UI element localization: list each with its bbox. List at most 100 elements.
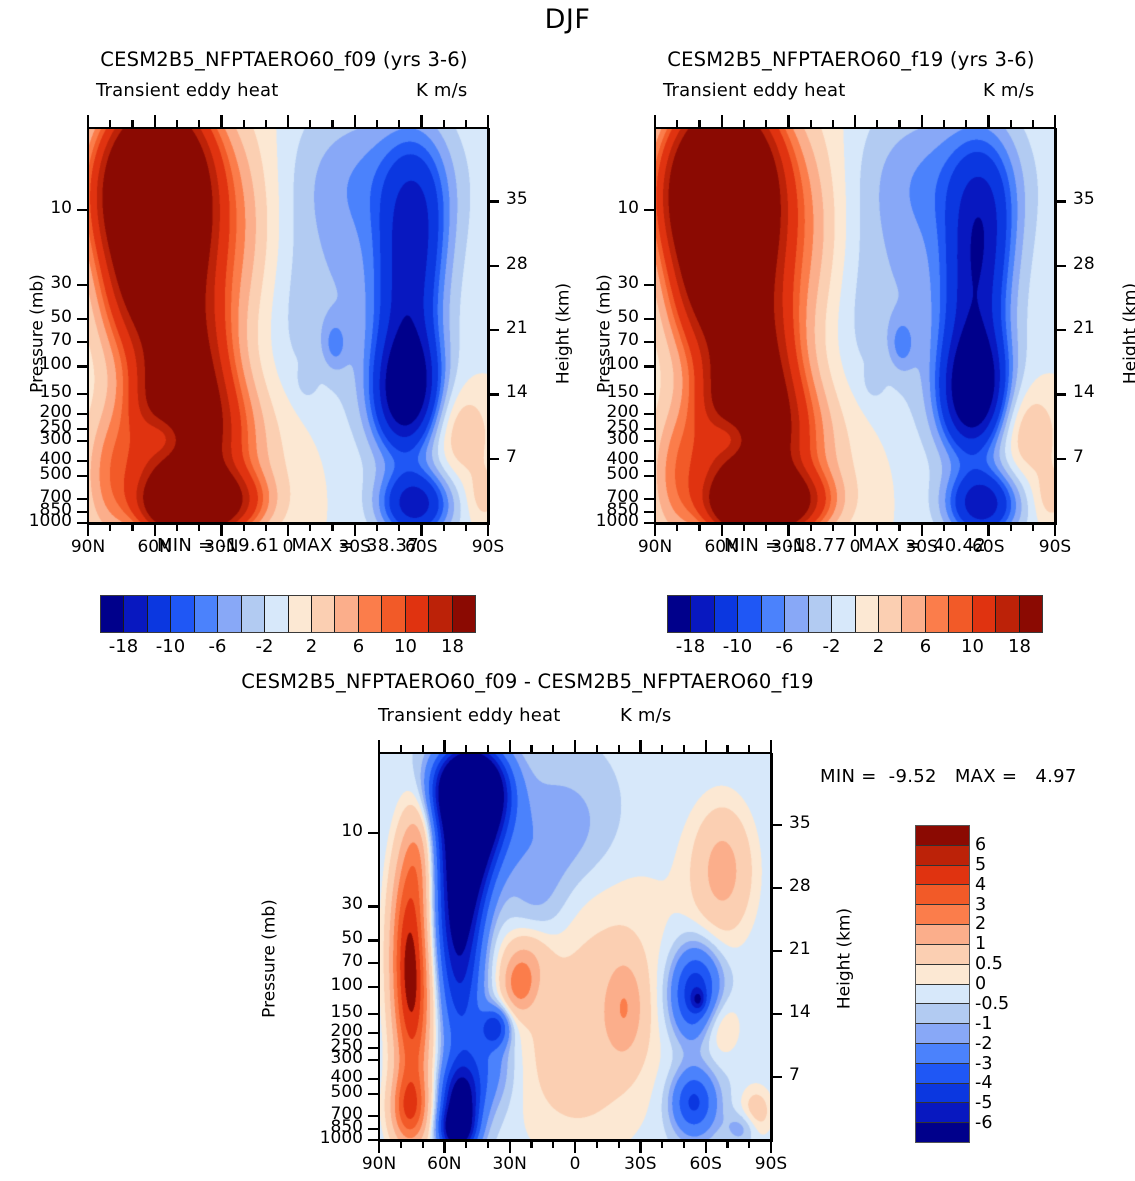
left-lat-label-30S: 30S [338, 537, 371, 557]
panel-left-colorbar-cell-12[interactable] [382, 596, 406, 632]
panel-right-colorbar-cell-1[interactable] [691, 596, 715, 632]
left-lat-tick-80 [109, 523, 112, 531]
panel-right-colorbar-cell-15[interactable] [1019, 596, 1042, 632]
panel-right-colorbar-cell-7[interactable] [832, 596, 856, 632]
left-ptick-10 [77, 208, 88, 212]
diff-lat-tick--50 [682, 1140, 686, 1148]
panel-diff-colorbar-cell-7[interactable] [916, 964, 969, 985]
panel-diff-colorbar-cell-9[interactable] [916, 1004, 969, 1025]
right-lat-label-0: 0 [849, 537, 861, 557]
panel-right-colorbar-cell-2[interactable] [714, 596, 739, 632]
panel-left-colorbar-cell-11[interactable] [358, 596, 383, 632]
left-ptick-label-400: 400 [39, 448, 72, 469]
panel-left-colorbar-cell-5[interactable] [218, 596, 242, 632]
panel-diff-colorbar-labels: 6 5 4 3 2 1 0.5 0 -0.5 -1 -2 -3 -4 -5 -6 [975, 825, 1045, 1143]
diff-ptick-label-400: 400 [330, 1066, 363, 1087]
right-bottom-spine [654, 522, 1056, 524]
left-ptick-850 [77, 510, 88, 514]
panel-right-colorbar[interactable] [667, 595, 1043, 633]
panel-diff-colorbar-cell-10[interactable] [916, 1024, 969, 1044]
panel-diff-max-label: MAX = [954, 766, 1018, 787]
right-ptick-label-700: 700 [606, 486, 639, 507]
diff-lat-tick--80 [748, 1140, 751, 1148]
panel-right-colorbar-cell-11[interactable] [925, 596, 950, 632]
diff-lat-tick-90 [378, 1140, 381, 1153]
left-lat-tick-top-50 [175, 120, 179, 128]
right-lat-tick-top-40 [765, 120, 768, 128]
panel-diff-colorbar-cell-2[interactable] [916, 865, 969, 886]
left-lat-tick--80 [464, 523, 467, 531]
panel-right-colorbar-cell-3[interactable] [738, 596, 762, 632]
left-ptick-label-70: 70 [50, 330, 72, 351]
panel-diff-colorbar-cell-12[interactable] [916, 1063, 969, 1084]
left-ptick-400 [77, 459, 88, 462]
panel-left-colorbar-cell-13[interactable] [405, 596, 430, 632]
panel-left-colorbar-cell-9[interactable] [311, 596, 336, 632]
panel-left-colorbar-cell-2[interactable] [147, 596, 172, 632]
right-ptick-400 [644, 459, 655, 462]
panel-right-colorbar-cell-9[interactable] [878, 596, 903, 632]
left-ptick-label-300: 300 [39, 429, 72, 450]
panel-right-colorbar-cell-8[interactable] [855, 596, 879, 632]
panel-left-colorbar-label-1: -10 [155, 636, 186, 657]
panel-diff-colorbar-cell-15[interactable] [916, 1123, 969, 1142]
panel-left-colorbar-cell-1[interactable] [124, 596, 148, 632]
left-lat-label-60S: 60S [405, 537, 438, 557]
panel-right-colorbar-cell-10[interactable] [902, 596, 926, 632]
panel-right-colorbar-cell-14[interactable] [996, 596, 1020, 632]
panel-left-colorbar-cell-14[interactable] [429, 596, 453, 632]
panel-diff-colorbar-cell-5[interactable] [916, 925, 969, 945]
panel-left: CESM2B5_NFPTAERO60_f09 (yrs 3-6) Transie… [0, 40, 574, 660]
panel-left-colorbar-cell-0[interactable] [101, 596, 125, 632]
panel-left-colorbar-cell-8[interactable] [288, 596, 312, 632]
left-lat-tick--30 [353, 523, 356, 536]
panel-diff-colorbar-cell-1[interactable] [916, 845, 969, 866]
diff-htick-7 [771, 1075, 782, 1079]
panel-right-colorbar-cell-5[interactable] [785, 596, 809, 632]
left-ptick-700 [77, 497, 88, 500]
right-right-spine [1054, 128, 1056, 523]
panel-diff-colorbar-label-5: 1 [975, 934, 987, 955]
panel-left-colorbar-cell-15[interactable] [452, 596, 475, 632]
panel-right-colorbar-cell-0[interactable] [668, 596, 692, 632]
diff-ptick-label-850: 850 [330, 1117, 363, 1138]
diff-lat-tick-top--80 [748, 745, 751, 753]
diff-htick-28 [771, 886, 782, 890]
panel-left-colorbar-cell-7[interactable] [265, 596, 289, 632]
panel-diff-colorbar-cell-14[interactable] [916, 1103, 969, 1124]
panel-right-colorbar-cell-12[interactable] [949, 596, 973, 632]
diff-ptick-label-200: 200 [330, 1020, 363, 1041]
panel-left-colorbar-cell-4[interactable] [194, 596, 219, 632]
left-ptick-30 [77, 283, 88, 286]
diff-htick-label-28: 28 [789, 875, 811, 896]
left-lat-tick-0 [287, 523, 290, 536]
left-lat-tick-top-20 [242, 120, 245, 128]
left-ptick-label-30: 30 [50, 272, 72, 293]
panel-right-subtitle-variable: Transient eddy heat [663, 80, 846, 101]
panel-right-colorbar-cell-6[interactable] [808, 596, 833, 632]
panel-left-colorbar[interactable] [100, 595, 476, 633]
panel-diff-colorbar-cell-6[interactable] [916, 944, 969, 965]
panel-diff-min-value: -9.52 [888, 766, 937, 787]
panel-left-colorbar-cell-6[interactable] [241, 596, 266, 632]
panel-diff-colorbar-cell-11[interactable] [916, 1043, 969, 1064]
panel-diff-colorbar-cell-3[interactable] [916, 885, 969, 906]
left-ptick-label-200: 200 [39, 401, 72, 422]
panel-diff-colorbar-cell-0[interactable] [916, 826, 969, 846]
left-ptick-250 [77, 427, 88, 430]
diff-lat-label-60S: 60S [689, 1154, 722, 1174]
panel-diff-colorbar-cell-8[interactable] [916, 984, 969, 1005]
panel-diff-colorbar-cell-4[interactable] [916, 905, 969, 926]
left-bottom-spine [87, 522, 489, 524]
right-lat-tick-top--70 [1009, 120, 1012, 128]
panel-right-colorbar-cell-13[interactable] [972, 596, 997, 632]
diff-lat-tick-top-0 [574, 740, 577, 753]
panel-left-colorbar-cell-10[interactable] [335, 596, 359, 632]
diff-ptick-30 [368, 905, 379, 908]
figure-title: DJF [544, 4, 591, 35]
panel-diff-colorbar[interactable] [915, 825, 970, 1143]
panel-right: CESM2B5_NFPTAERO60_f19 (yrs 3-6) Transie… [567, 40, 1135, 660]
panel-left-colorbar-cell-3[interactable] [171, 596, 195, 632]
panel-right-colorbar-cell-4[interactable] [761, 596, 786, 632]
panel-diff-colorbar-cell-13[interactable] [916, 1083, 969, 1104]
